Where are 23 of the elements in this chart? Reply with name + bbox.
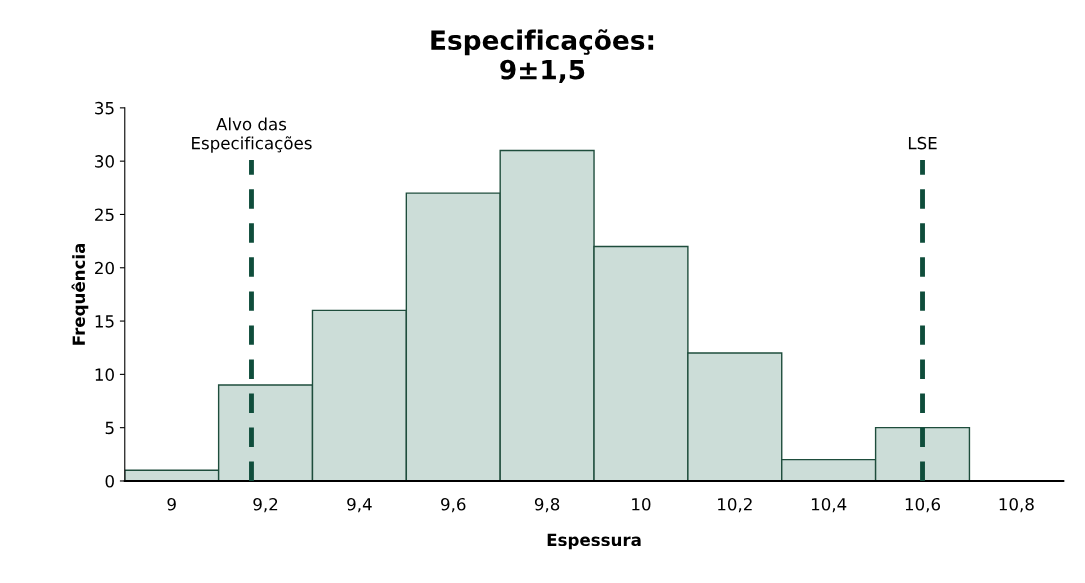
ref-line-label: LSE <box>908 136 937 150</box>
y-tick-label: 0 <box>105 474 114 488</box>
x-tick-label: 9 <box>167 497 176 511</box>
x-tick-label: 10,4 <box>811 497 847 513</box>
y-tick-label: 15 <box>95 315 114 328</box>
y-tick-label: 25 <box>95 208 114 222</box>
y-tick-label: 5 <box>105 421 114 435</box>
x-tick-label: 9,8 <box>534 497 560 513</box>
x-tick-label: 10,8 <box>999 497 1034 513</box>
x-tick-label: 10,2 <box>718 497 752 513</box>
y-tick-label: 35 <box>95 101 114 115</box>
x-tick-label: 9,6 <box>441 497 466 513</box>
chart-title: Especificações: 9±1,5 <box>431 29 654 83</box>
y-axis-title: Frequência <box>71 243 89 345</box>
x-tick-label: 10,6 <box>905 497 941 513</box>
x-tick-label: 9,4 <box>347 497 372 513</box>
x-axis-title: Espessura <box>547 533 641 550</box>
y-tick-label: 30 <box>95 155 114 168</box>
x-tick-label: 10 <box>632 497 651 511</box>
y-tick-label: 10 <box>95 368 114 381</box>
y-tick-label: 20 <box>95 261 114 275</box>
x-tick-label: 9,2 <box>253 497 278 513</box>
ref-line-label: Alvo das Especificações <box>192 117 312 153</box>
